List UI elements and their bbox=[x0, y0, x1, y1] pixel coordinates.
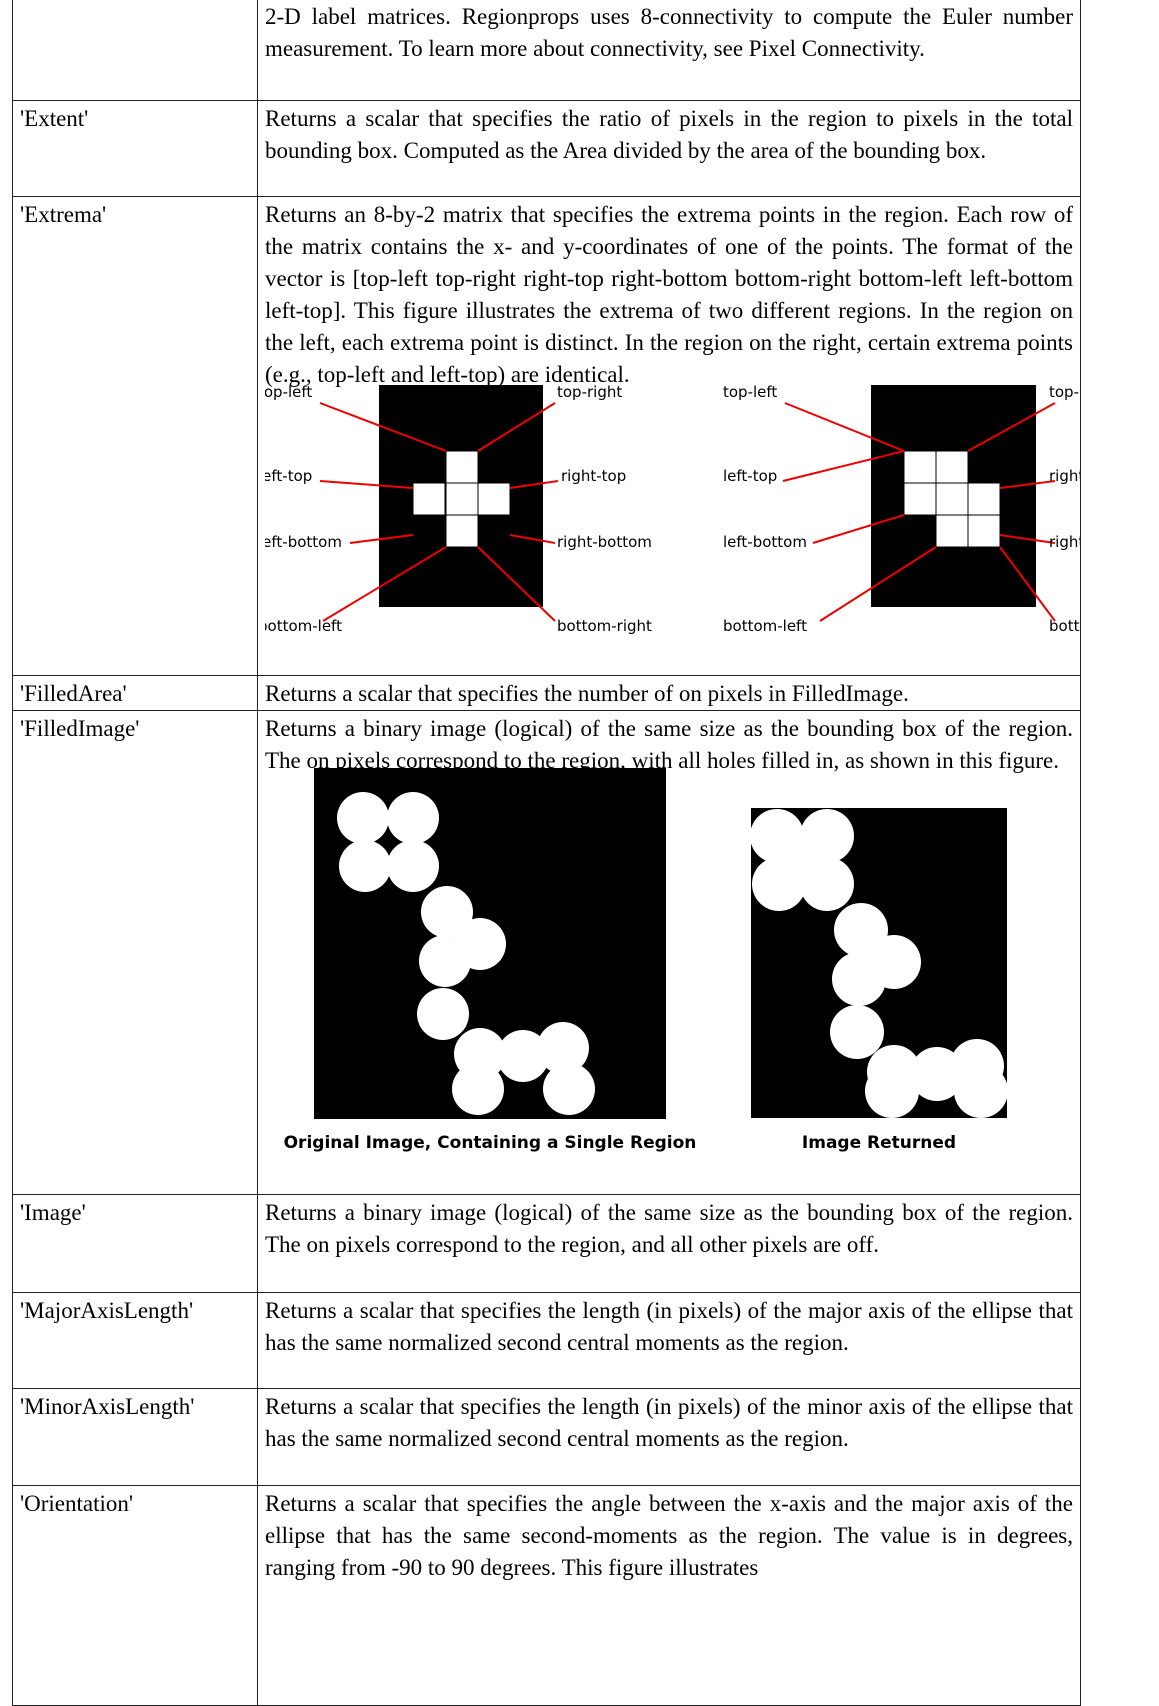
label: top-right bbox=[557, 385, 622, 401]
row: 'Extrema' Returns an 8-by-2 matrix that s… bbox=[12, 196, 1081, 676]
region bbox=[337, 792, 595, 1115]
desc-cell: Returns a scalar that specifies the angl… bbox=[257, 1485, 1081, 1706]
extrema-labels-left: top-left top-right left-top right-top le… bbox=[265, 385, 652, 635]
row: 'Extent' Returns a scalar that specifies … bbox=[12, 100, 1081, 197]
desc-cell: Returns a scalar that specifies the numb… bbox=[257, 675, 1081, 711]
label: right-bottom bbox=[1049, 533, 1081, 551]
description: Returns a binary image (logical) of the … bbox=[265, 1200, 1073, 1257]
filled-region bbox=[750, 809, 1008, 1118]
row: 'FilledImage' Returns a binary image (log… bbox=[12, 710, 1081, 1195]
desc-cell: Returns an 8-by-2 matrix that specifies … bbox=[257, 196, 1081, 676]
label: right-top bbox=[1049, 467, 1081, 485]
desc-cell: Returns a scalar that specifies the leng… bbox=[257, 1292, 1081, 1389]
label: left-bottom bbox=[723, 533, 807, 551]
extrema-figure: top-left top-right left-top right-top le… bbox=[265, 385, 1081, 635]
property-table: 2-D label matrices. Regionprops uses 8-c… bbox=[12, 0, 1081, 1706]
row: 'FilledArea' Returns a scalar that specif… bbox=[12, 675, 1081, 711]
property-name: 'Extrema' bbox=[12, 196, 258, 676]
extrema-labels-right: top-left top-right left-top right-top le… bbox=[723, 385, 1081, 635]
desc-cell: Returns a binary image (logical) of the … bbox=[257, 710, 1081, 1195]
label: left-top bbox=[723, 467, 777, 485]
caption: Original Image, Containing a Single Regi… bbox=[284, 1133, 697, 1153]
caption: Image Returned bbox=[802, 1133, 956, 1153]
label: left-top bbox=[265, 467, 312, 485]
region-pixels bbox=[412, 450, 511, 548]
property-name: 'Extent' bbox=[12, 100, 258, 197]
description: Returns a scalar that specifies the leng… bbox=[265, 1298, 1073, 1355]
row: 'Orientation' Returns a scalar that speci… bbox=[12, 1485, 1081, 1706]
description: 2-D label matrices. Regionprops uses 8-c… bbox=[265, 4, 1073, 61]
pointer-lines bbox=[782, 402, 1056, 622]
label: top-left bbox=[723, 385, 777, 401]
pointer-lines bbox=[319, 402, 559, 622]
label: top-right bbox=[1049, 385, 1081, 401]
property-name: 'FilledImage' bbox=[12, 710, 258, 1195]
row: 'MinorAxisLength' Returns a scalar that s… bbox=[12, 1388, 1081, 1486]
property-name: 'Orientation' bbox=[12, 1485, 258, 1706]
description: Returns a scalar that specifies the rati… bbox=[265, 106, 1073, 163]
label: bottom-right bbox=[557, 617, 652, 635]
region-pixels bbox=[903, 450, 1001, 548]
property-name: 'FilledArea' bbox=[12, 675, 258, 711]
label: bottom-right bbox=[1049, 617, 1081, 635]
desc-cell: Returns a binary image (logical) of the … bbox=[257, 1194, 1081, 1293]
description: Returns a binary image (logical) of the … bbox=[265, 716, 1073, 773]
description: Returns an 8-by-2 matrix that specifies … bbox=[265, 202, 1073, 387]
row: 'MajorAxisLength' Returns a scalar that s… bbox=[12, 1292, 1081, 1389]
description: Returns a scalar that specifies the leng… bbox=[265, 1394, 1073, 1451]
desc-cell: 2-D label matrices. Regionprops uses 8-c… bbox=[257, 0, 1081, 101]
row: 'Image' Returns a binary image (logical) … bbox=[12, 1194, 1081, 1293]
label: right-top bbox=[561, 467, 626, 485]
label: bottom-left bbox=[723, 617, 807, 635]
filled-image-figure: Original Image, Containing a Single Regi… bbox=[284, 768, 1008, 1153]
property-name: 'MajorAxisLength' bbox=[12, 1292, 258, 1389]
property-name: 'MinorAxisLength' bbox=[12, 1388, 258, 1486]
row: 2-D label matrices. Regionprops uses 8-c… bbox=[12, 0, 1081, 101]
label: top-left bbox=[265, 385, 312, 401]
label: right-bottom bbox=[557, 533, 652, 551]
description: Returns a scalar that specifies the numb… bbox=[265, 681, 909, 706]
label: bottom-left bbox=[265, 617, 342, 635]
description: Returns a scalar that specifies the angl… bbox=[265, 1491, 1073, 1580]
name-cell bbox=[12, 0, 258, 101]
desc-cell: Returns a scalar that specifies the rati… bbox=[257, 100, 1081, 197]
label: left-bottom bbox=[265, 533, 342, 551]
desc-cell: Returns a scalar that specifies the leng… bbox=[257, 1388, 1081, 1486]
property-name: 'Image' bbox=[12, 1194, 258, 1293]
